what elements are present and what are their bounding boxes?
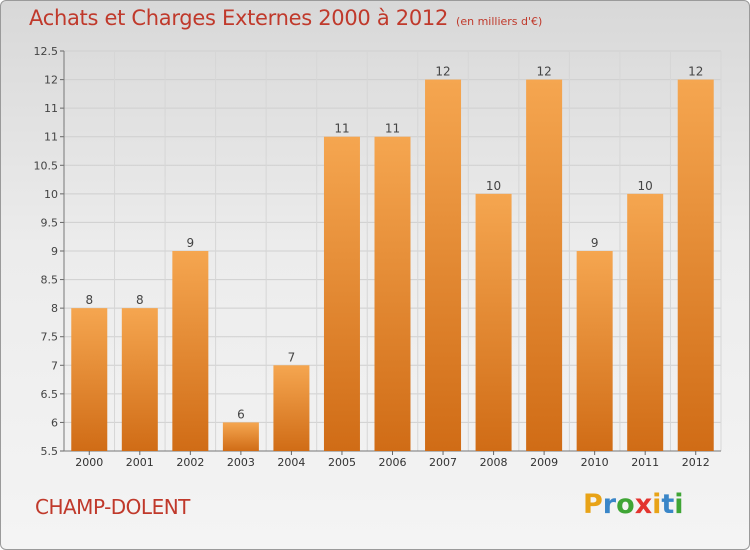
bar-2010 — [576, 251, 613, 451]
y-tick-label: 9.5 — [41, 216, 59, 229]
y-tick-label: 6 — [51, 416, 58, 429]
y-tick-label: 6.5 — [41, 388, 59, 401]
x-tick-label: 2002 — [176, 456, 204, 469]
logo-letter: x — [634, 489, 653, 520]
data-label: 8 — [85, 293, 93, 307]
logo-letter: i — [652, 489, 662, 520]
chart-title: Achats et Charges Externes 2000 à 2012 (e… — [29, 6, 542, 30]
y-tick-label: 5.5 — [41, 445, 59, 458]
data-label: 12 — [536, 65, 551, 79]
bar-2003 — [222, 422, 259, 451]
x-tick-label: 2001 — [126, 456, 154, 469]
chart-title-text: Achats et Charges Externes 2000 à 2012 — [29, 6, 449, 30]
bar-2004 — [273, 365, 310, 451]
bars — [71, 79, 714, 452]
x-tick-label: 2011 — [631, 456, 659, 469]
data-label: 11 — [334, 122, 349, 136]
data-label: 10 — [638, 179, 653, 193]
logo-letter: o — [616, 489, 635, 520]
bar-2002 — [172, 251, 209, 451]
x-tick-label: 2000 — [75, 456, 103, 469]
y-tick-label: 10.5 — [34, 159, 59, 172]
commune-name: CHAMP-DOLENT — [35, 495, 190, 519]
logo-letter: P — [583, 489, 603, 520]
x-tick-label: 2006 — [379, 456, 407, 469]
y-tick-label: 9 — [51, 245, 58, 258]
data-labels: 8 8 9 6 7 11 11 12 10 12 9 10 12 — [85, 65, 703, 422]
bar-2008 — [475, 193, 512, 451]
y-tick-label: 7 — [51, 359, 58, 372]
data-label: 10 — [486, 179, 501, 193]
data-label: 6 — [237, 407, 245, 421]
bar-2001 — [121, 308, 158, 451]
data-label: 9 — [591, 236, 599, 250]
x-tick-label: 2008 — [480, 456, 508, 469]
data-label: 9 — [187, 236, 195, 250]
x-tick-label: 2003 — [227, 456, 255, 469]
data-label: 7 — [288, 350, 296, 364]
x-tick-label: 2007 — [429, 456, 457, 469]
y-tick-label: 10 — [44, 188, 58, 201]
data-label: 11 — [385, 122, 400, 136]
y-tick-label: 12.5 — [34, 45, 59, 58]
y-tick-label: 11 — [44, 102, 58, 115]
data-label: 12 — [435, 65, 450, 79]
bar-2011 — [627, 193, 664, 451]
x-tick-label: 2004 — [277, 456, 305, 469]
bar-2005 — [323, 136, 360, 451]
bar-2009 — [526, 79, 563, 452]
x-tick-label: 2012 — [682, 456, 710, 469]
logo-letter: t — [661, 489, 675, 520]
x-tick-label: 2005 — [328, 456, 356, 469]
bar-2000 — [71, 308, 108, 451]
y-tick-label: 12 — [44, 74, 58, 87]
x-tick-label: 2009 — [530, 456, 558, 469]
chart-unit: (en milliers d'€) — [456, 15, 543, 28]
bar-2012 — [677, 79, 714, 452]
data-label: 12 — [688, 65, 703, 79]
y-tick-label: 8 — [51, 302, 58, 315]
data-label: 8 — [136, 293, 144, 307]
y-tick-label: 11 — [44, 131, 58, 144]
bar-2006 — [374, 136, 411, 451]
logo-letter: r — [602, 489, 617, 520]
logo-letter: i — [674, 489, 684, 520]
proxiti-logo: Proxiti — [583, 489, 684, 520]
y-tick-label: 8.5 — [41, 274, 59, 287]
x-tick-label: 2010 — [581, 456, 609, 469]
y-tick-label: 7.5 — [41, 331, 59, 344]
bar-2007 — [425, 79, 462, 452]
